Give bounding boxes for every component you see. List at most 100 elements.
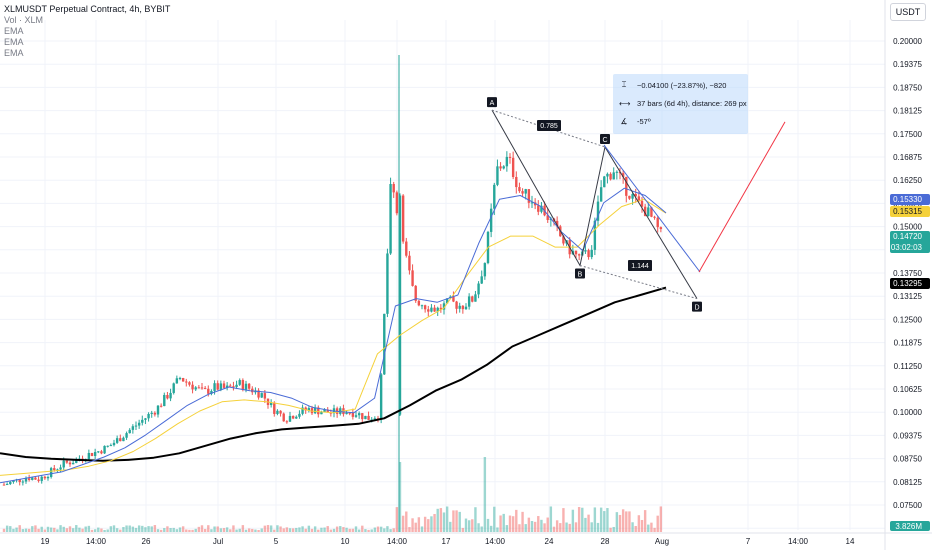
- volume-bar: [398, 462, 402, 532]
- volume-bar: [599, 507, 603, 532]
- candle-body: [169, 392, 172, 399]
- time-tick-label: 10: [341, 537, 350, 546]
- candle-body: [263, 393, 267, 399]
- volume-bar: [612, 526, 615, 532]
- volume-bar: [191, 529, 194, 532]
- candle-body: [9, 481, 12, 485]
- legend-ema-3[interactable]: EMA: [4, 48, 24, 58]
- countdown-label: 03:02:03: [891, 243, 923, 252]
- volume-bar: [260, 528, 263, 532]
- price-tick-label: 0.18125: [893, 107, 922, 116]
- candle-body: [178, 378, 182, 380]
- ema-lines: [0, 187, 667, 484]
- harmonic-pattern[interactable]: A B C D 0.785 1.144: [487, 97, 786, 312]
- candle-body: [401, 195, 405, 242]
- candle-body: [386, 253, 389, 314]
- candle-body: [326, 409, 329, 413]
- price-axis[interactable]: 0.20000 0.19375 0.18750 0.18125 0.17500 0.168…: [884, 0, 930, 550]
- volume-bar: [323, 527, 326, 532]
- volume-bar: [379, 526, 383, 532]
- candle-body: [480, 276, 483, 284]
- volume-bar: [568, 523, 571, 532]
- candle-body: [615, 171, 619, 173]
- candle-body: [348, 412, 351, 414]
- volume-bar: [71, 528, 75, 532]
- candle-body: [27, 478, 31, 480]
- candle-body: [477, 283, 480, 295]
- candle-body: [659, 227, 663, 230]
- volume-bar: [521, 511, 524, 532]
- symbol-title[interactable]: XLMUSDT Perpetual Contract, 4h, BYBIT: [4, 4, 171, 14]
- candle-body: [100, 451, 103, 454]
- candle-body: [295, 416, 298, 419]
- volume-bar: [537, 516, 540, 532]
- candle-body: [144, 418, 147, 420]
- candle-body: [269, 402, 273, 405]
- price-tag-box: [890, 194, 930, 205]
- volume-bar: [430, 516, 433, 532]
- volume-bar: [625, 511, 628, 532]
- candle-body: [238, 380, 241, 385]
- volume-bar: [219, 528, 223, 532]
- volume-bar: [9, 526, 12, 532]
- candle-body: [574, 250, 578, 255]
- currency-button[interactable]: USDT: [890, 3, 926, 21]
- candle-body: [379, 374, 383, 420]
- volume-bar: [449, 521, 452, 532]
- volume-bar: [181, 526, 185, 532]
- volume-bar: [656, 515, 659, 532]
- time-tick-label: 24: [545, 537, 554, 546]
- candle-body: [34, 477, 37, 480]
- volume-bar: [376, 526, 380, 532]
- candle-body: [653, 216, 656, 218]
- volume-bar: [203, 528, 207, 532]
- ema-slow-line: [0, 286, 667, 462]
- volume-bar: [414, 522, 417, 532]
- candle-body: [317, 407, 320, 415]
- candle-body: [430, 307, 433, 312]
- volume-bar: [505, 525, 509, 532]
- candle-body: [354, 415, 358, 417]
- price-tick-label: 0.20000: [893, 37, 922, 46]
- volume-bar: [159, 529, 163, 532]
- volume-bar: [109, 526, 113, 532]
- candle-body: [137, 422, 141, 426]
- volume-bar: [295, 527, 298, 532]
- candle-body: [339, 408, 342, 414]
- volume-bar: [34, 525, 37, 532]
- volume-bar: [439, 508, 443, 532]
- volume-bar: [647, 524, 650, 532]
- time-axis[interactable]: 19 14:00 26 Jul 5 10 14:00 17 14:00 24 28 Aug 7 14:00…: [0, 532, 932, 546]
- volume-bar: [188, 529, 191, 532]
- candle-body: [508, 156, 512, 158]
- candle-body: [225, 385, 229, 388]
- candle-body: [298, 413, 301, 417]
- volume-bar: [543, 523, 546, 532]
- candle-body: [593, 220, 597, 250]
- candle-body: [452, 296, 455, 302]
- volume-bar: [175, 529, 179, 532]
- volume-bar: [452, 510, 455, 532]
- volume-bar: [502, 513, 505, 532]
- candle-body: [31, 477, 34, 480]
- candle-body: [628, 195, 631, 199]
- volume-bar: [559, 523, 562, 532]
- candle-body: [621, 173, 625, 177]
- measure-price-row: ⌶ −0.04100 (−23.87%), −820: [619, 80, 727, 90]
- legend-ema-2[interactable]: EMA: [4, 37, 24, 47]
- volume-bar: [574, 522, 578, 532]
- volume-bar: [332, 528, 336, 532]
- volume-bar: [420, 526, 424, 532]
- legend-vol[interactable]: Vol · XLM: [4, 15, 44, 25]
- candle-body: [109, 445, 113, 447]
- volume-bar: [515, 509, 518, 532]
- volume-bar: [194, 528, 197, 532]
- volume-bar: [615, 512, 619, 532]
- candle-body: [188, 382, 191, 385]
- volume-bar: [461, 527, 465, 532]
- price-tick-label: 0.10000: [893, 408, 922, 417]
- candle-body: [181, 378, 185, 382]
- candle-body: [200, 387, 204, 389]
- legend-ema-1[interactable]: EMA: [4, 26, 24, 36]
